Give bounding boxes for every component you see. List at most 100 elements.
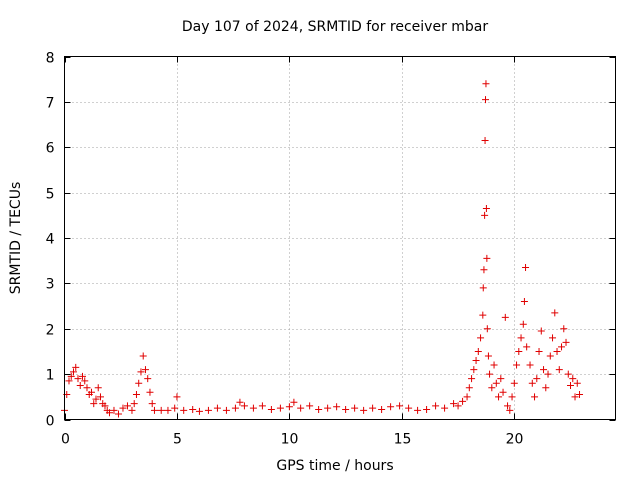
- data-point: [139, 352, 147, 360]
- data-point: [105, 409, 113, 417]
- data-point: [94, 384, 102, 392]
- data-point: [76, 381, 84, 389]
- y-tick-label: 7: [46, 96, 55, 112]
- data-point: [130, 400, 138, 408]
- data-point: [479, 311, 487, 319]
- data-point: [249, 404, 257, 412]
- y-tick-label: 1: [46, 368, 55, 384]
- x-tick-label: 20: [506, 432, 524, 448]
- y-tick-label: 4: [46, 232, 55, 248]
- data-point: [333, 403, 341, 411]
- data-point: [474, 347, 482, 355]
- data-point: [101, 402, 109, 410]
- data-point: [495, 393, 503, 401]
- data-point: [564, 370, 572, 378]
- grid: [64, 56, 616, 420]
- data-point: [526, 361, 534, 369]
- y-tick-labels: 0 1 2 3 4 5 6 7 8: [46, 51, 55, 430]
- data-point: [540, 366, 548, 374]
- data-point: [551, 309, 559, 317]
- data-point: [562, 338, 570, 346]
- data-point: [144, 375, 152, 383]
- data-point: [360, 406, 368, 414]
- data-point: [240, 402, 248, 410]
- data-point: [450, 400, 458, 408]
- data-point: [74, 375, 82, 383]
- data-point: [454, 402, 462, 410]
- data-point: [528, 379, 536, 387]
- data-point: [83, 384, 91, 392]
- data-point: [533, 375, 541, 383]
- x-tick-label: 15: [394, 432, 412, 448]
- data-point: [157, 406, 165, 414]
- x-tick-label: 0: [61, 432, 70, 448]
- data-point: [520, 298, 528, 306]
- data-point: [576, 391, 584, 399]
- data-point: [468, 375, 476, 383]
- data-point: [414, 406, 422, 414]
- data-point: [480, 266, 488, 274]
- data-point: [150, 406, 158, 414]
- data-point: [128, 406, 136, 414]
- data-point: [396, 402, 404, 410]
- data-point: [484, 352, 492, 360]
- data-point: [483, 325, 491, 333]
- data-point: [506, 406, 514, 414]
- x-tick-label: 5: [173, 432, 182, 448]
- data-point: [537, 327, 545, 335]
- data-point: [567, 381, 575, 389]
- x-tick-label: 10: [281, 432, 299, 448]
- x-axis-label: GPS time / hours: [276, 458, 393, 474]
- data-point: [171, 404, 179, 412]
- data-point: [560, 325, 568, 333]
- data-point: [146, 388, 154, 396]
- data-point: [72, 363, 80, 371]
- data-point: [558, 343, 566, 351]
- data-point: [504, 402, 512, 410]
- data-point: [222, 406, 230, 414]
- data-point: [119, 404, 127, 412]
- data-point: [148, 400, 156, 408]
- chart-title: Day 107 of 2024, SRMTID for receiver mba…: [182, 19, 489, 35]
- data-point: [180, 406, 188, 414]
- axis-ticks: [64, 56, 616, 421]
- data-point: [519, 320, 527, 328]
- data-point: [141, 366, 149, 374]
- data-point: [531, 393, 539, 401]
- data-point: [479, 284, 487, 292]
- data-point: [351, 404, 359, 412]
- data-point: [482, 80, 490, 88]
- data-point: [315, 406, 323, 414]
- y-tick-label: 5: [46, 187, 55, 203]
- data-point: [517, 334, 525, 342]
- data-point: [544, 370, 552, 378]
- data-point: [405, 404, 413, 412]
- data-point: [569, 375, 577, 383]
- data-point: [481, 211, 489, 219]
- data-point: [486, 370, 494, 378]
- data-point: [189, 406, 197, 414]
- data-point: [482, 205, 490, 213]
- data-point: [499, 388, 507, 396]
- data-point: [164, 406, 172, 414]
- data-point: [258, 402, 266, 410]
- data-point: [515, 347, 523, 355]
- y-tick-label: 0: [46, 414, 55, 430]
- data-point: [482, 96, 490, 104]
- data-point: [472, 357, 480, 365]
- data-point: [81, 377, 89, 385]
- data-point: [497, 375, 505, 383]
- data-point: [553, 347, 561, 355]
- data-point: [549, 334, 557, 342]
- data-point: [173, 393, 181, 401]
- data-point: [213, 404, 221, 412]
- data-point: [465, 384, 473, 392]
- data-point: [555, 366, 563, 374]
- data-point: [132, 391, 140, 399]
- data-point: [510, 379, 518, 387]
- data-point: [90, 400, 98, 408]
- data-points: [61, 80, 584, 418]
- data-point: [369, 404, 377, 412]
- data-point: [342, 406, 350, 414]
